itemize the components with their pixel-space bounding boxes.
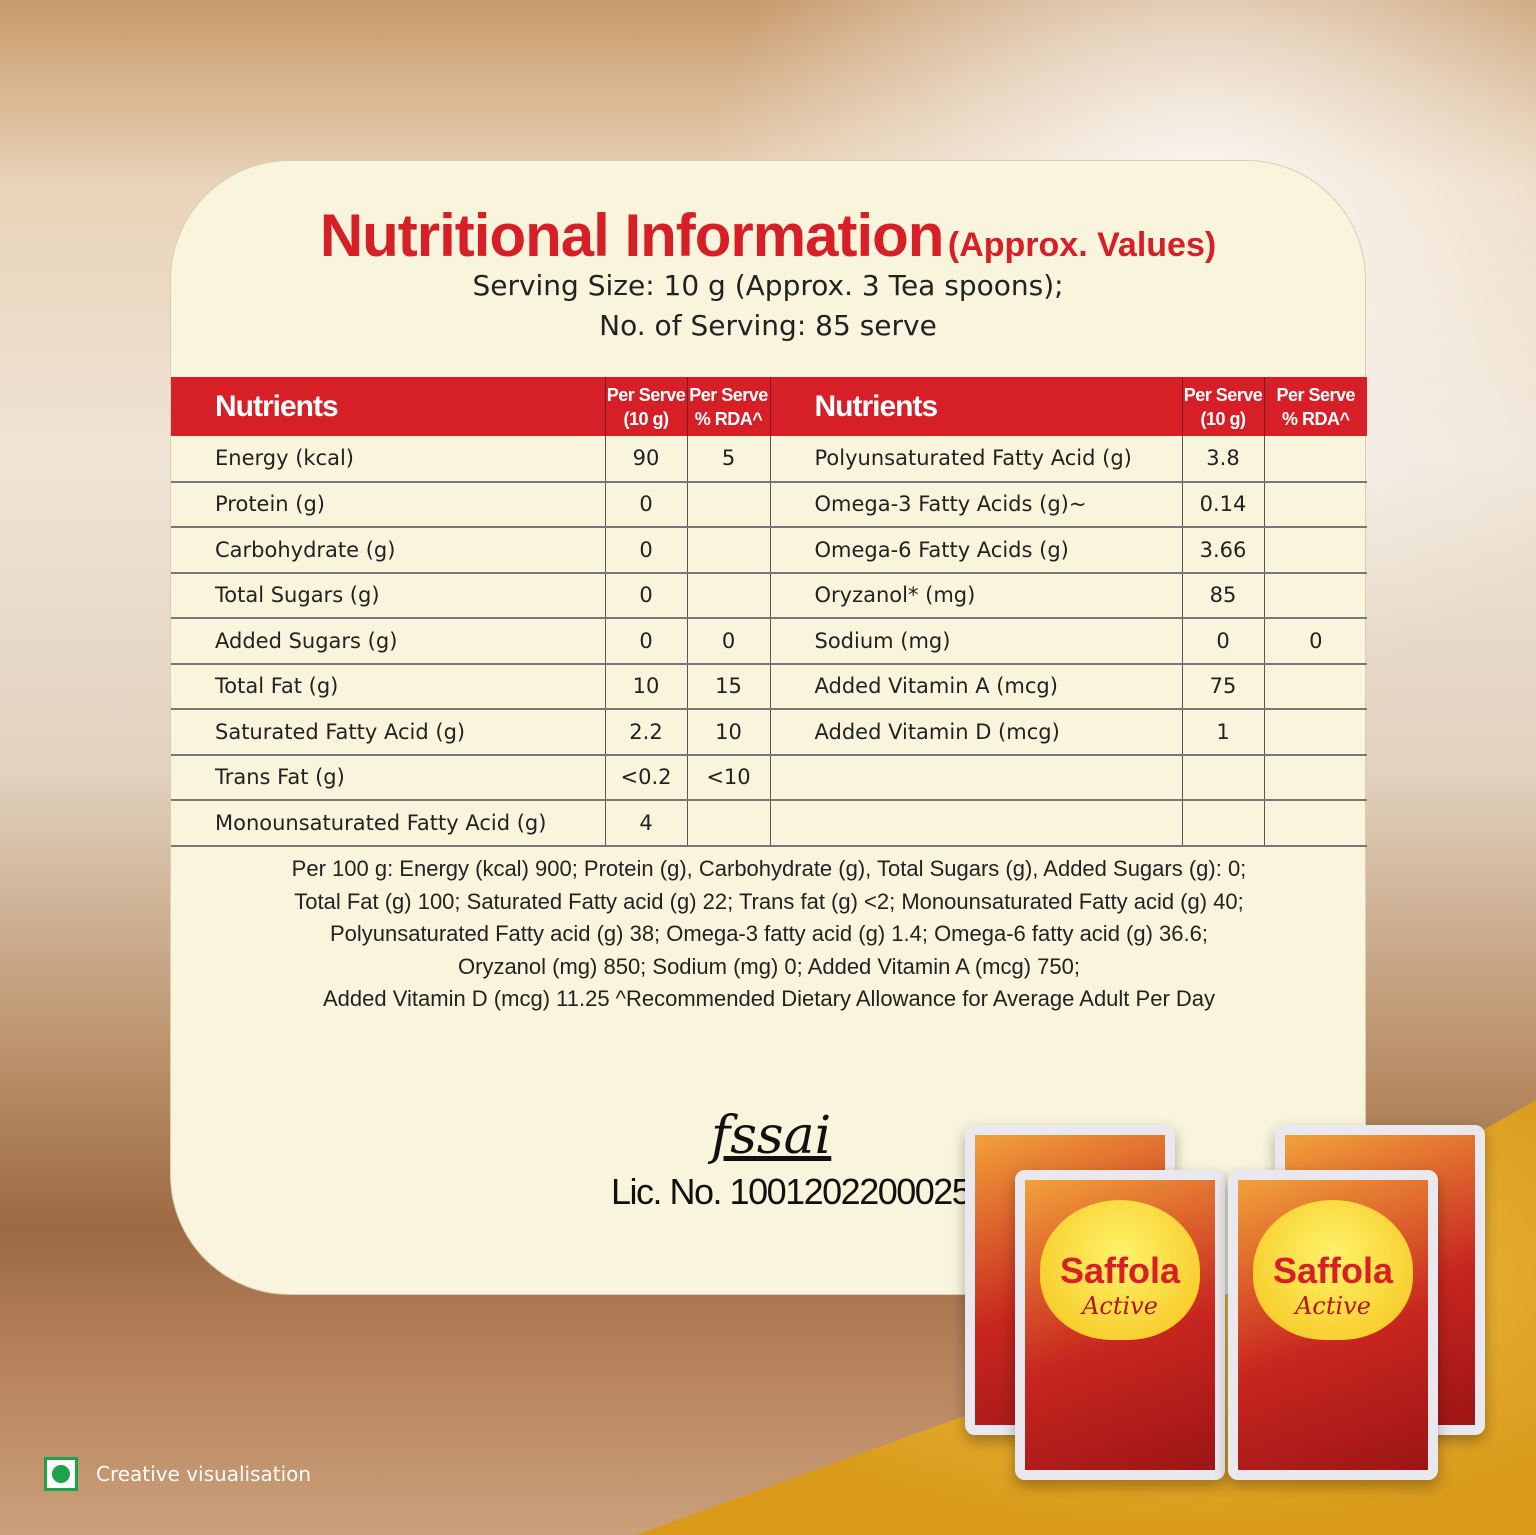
nutrient-name: Added Vitamin A (mcg) (770, 663, 1183, 710)
per-serve-value: 4 (605, 800, 688, 847)
per-serve-value (1182, 754, 1265, 801)
header-per-serve: Per Serve (10 g) (605, 377, 688, 436)
rda-value (687, 481, 771, 528)
per-serve-value: 90 (605, 436, 688, 483)
serving-size: Serving Size: 10 g (Approx. 3 Tea spoons… (472, 269, 1064, 302)
table-row: Total Fat (g) 10 15 Added Vitamin A (mcg) 75 (171, 663, 1367, 710)
per-serve-value: 75 (1182, 663, 1265, 710)
nutrient-name: Total Sugars (g) (171, 572, 606, 619)
per-serve-value: 0 (605, 527, 688, 574)
rda-value (1264, 800, 1367, 847)
header-per-serve: Per Serve (10 g) (1182, 377, 1265, 436)
rda-value: 15 (687, 663, 771, 710)
per-serve-value: 85 (1182, 572, 1265, 619)
rda-value (687, 800, 771, 847)
page-title: Nutritional Information (Approx. Values) (319, 202, 1217, 269)
rda-value: 5 (687, 436, 771, 483)
rda-value (687, 572, 771, 619)
nutrient-name: Sodium (mg) (770, 618, 1183, 665)
table-header: Nutrients Per Serve (10 g) Per Serve% RDA… (171, 377, 1367, 436)
per-serve-value: 10 (605, 663, 688, 710)
license-number: Lic. No. 10012022000258 (611, 1171, 990, 1212)
per-serve-value: 0 (1182, 618, 1265, 665)
brand-name: Saffola (1059, 1250, 1181, 1291)
per-serve-value: 2.2 (605, 709, 688, 756)
rda-value (1264, 663, 1367, 710)
heart-logo-icon (1040, 1200, 1200, 1340)
heart-logo-icon (1253, 1200, 1413, 1340)
nutrition-table: Nutrients Per Serve (10 g) Per Serve% RDA… (171, 377, 1367, 847)
nutrient-name: Added Vitamin D (mcg) (770, 709, 1183, 756)
header-rda: Per Serve% RDA^ (1264, 377, 1367, 436)
per-serve-value (1182, 800, 1265, 847)
header-nutrients: Nutrients (171, 377, 606, 436)
nutrient-name: Omega-6 Fatty Acids (g) (770, 527, 1183, 574)
nutrient-name: Added Sugars (g) (171, 618, 606, 665)
nutrient-name: Omega-3 Fatty Acids (g)~ (770, 481, 1183, 528)
per-serve-value: 3.8 (1182, 436, 1265, 483)
nutrient-name (770, 754, 1183, 801)
nutrient-name: Monounsaturated Fatty Acid (g) (171, 800, 606, 847)
per-serve-value: 0.14 (1182, 481, 1265, 528)
header-nutrients: Nutrients (770, 377, 1183, 436)
rda-value: 10 (687, 709, 771, 756)
nutrient-name: Oryzanol* (mg) (770, 572, 1183, 619)
nutrient-name: Total Fat (g) (171, 663, 606, 710)
per-serve-value: 0 (605, 572, 688, 619)
rda-value: 0 (1264, 618, 1367, 665)
rda-value (1264, 527, 1367, 574)
rda-value: <10 (687, 754, 771, 801)
table-row: Saturated Fatty Acid (g) 2.2 10 Added Vitam… (171, 709, 1367, 756)
brand-variant: Active (1082, 1292, 1158, 1320)
table-row: Energy (kcal) 90 5 Polyunsaturated Fatty Ac… (171, 436, 1367, 483)
nutrient-name: Protein (g) (171, 481, 606, 528)
rda-value (1264, 481, 1367, 528)
table-row: Trans Fat (g) <0.2 <10 (171, 754, 1367, 801)
footnote: Per 100 g: Energy (kcal) 900; Protein (g… (291, 856, 1247, 1011)
nutrition-card: Nutritional Information (Approx. Values)… (170, 160, 1367, 1295)
nutrient-name: Polyunsaturated Fatty Acid (g) (770, 436, 1183, 483)
product-pouch: Saffola Active (1228, 1170, 1438, 1480)
nutrient-name: Trans Fat (g) (171, 754, 606, 801)
nutrient-name: Energy (kcal) (171, 436, 606, 483)
product-pouch: Saffola Active (1015, 1170, 1225, 1480)
nutrient-name: Saturated Fatty Acid (g) (171, 709, 606, 756)
per-serve-value: 0 (605, 481, 688, 528)
table-row: Added Sugars (g) 0 0 Sodium (mg) 0 0 (171, 618, 1367, 665)
nutrient-name: Carbohydrate (g) (171, 527, 606, 574)
brand-name: Saffola (1272, 1250, 1394, 1291)
per-serve-value: 0 (605, 618, 688, 665)
table-row: Total Sugars (g) 0 Oryzanol* (mg) 85 (171, 572, 1367, 619)
nutrient-name (770, 800, 1183, 847)
rda-value (1264, 572, 1367, 619)
table-row: Carbohydrate (g) 0 Omega-6 Fatty Acids (g)… (171, 527, 1367, 574)
rda-value (1264, 709, 1367, 756)
brand-variant: Active (1295, 1292, 1371, 1320)
servings-count: No. of Serving: 85 serve (599, 309, 937, 342)
table-row: Monounsaturated Fatty Acid (g) 4 (171, 800, 1367, 847)
per-serve-value: 1 (1182, 709, 1265, 756)
rda-value (1264, 436, 1367, 483)
per-serve-value: <0.2 (605, 754, 688, 801)
header-rda: Per Serve% RDA^ (687, 377, 771, 436)
rda-value (1264, 754, 1367, 801)
table-row: Protein (g) 0 Omega-3 Fatty Acids (g)~ 0.14 (171, 481, 1367, 528)
per-serve-value: 3.66 (1182, 527, 1265, 574)
rda-value (687, 527, 771, 574)
veg-mark-icon (44, 1457, 78, 1491)
fssai-logo: fssai (711, 1106, 832, 1166)
rda-value: 0 (687, 618, 771, 665)
creative-visualisation-note: Creative visualisation (44, 1457, 311, 1491)
